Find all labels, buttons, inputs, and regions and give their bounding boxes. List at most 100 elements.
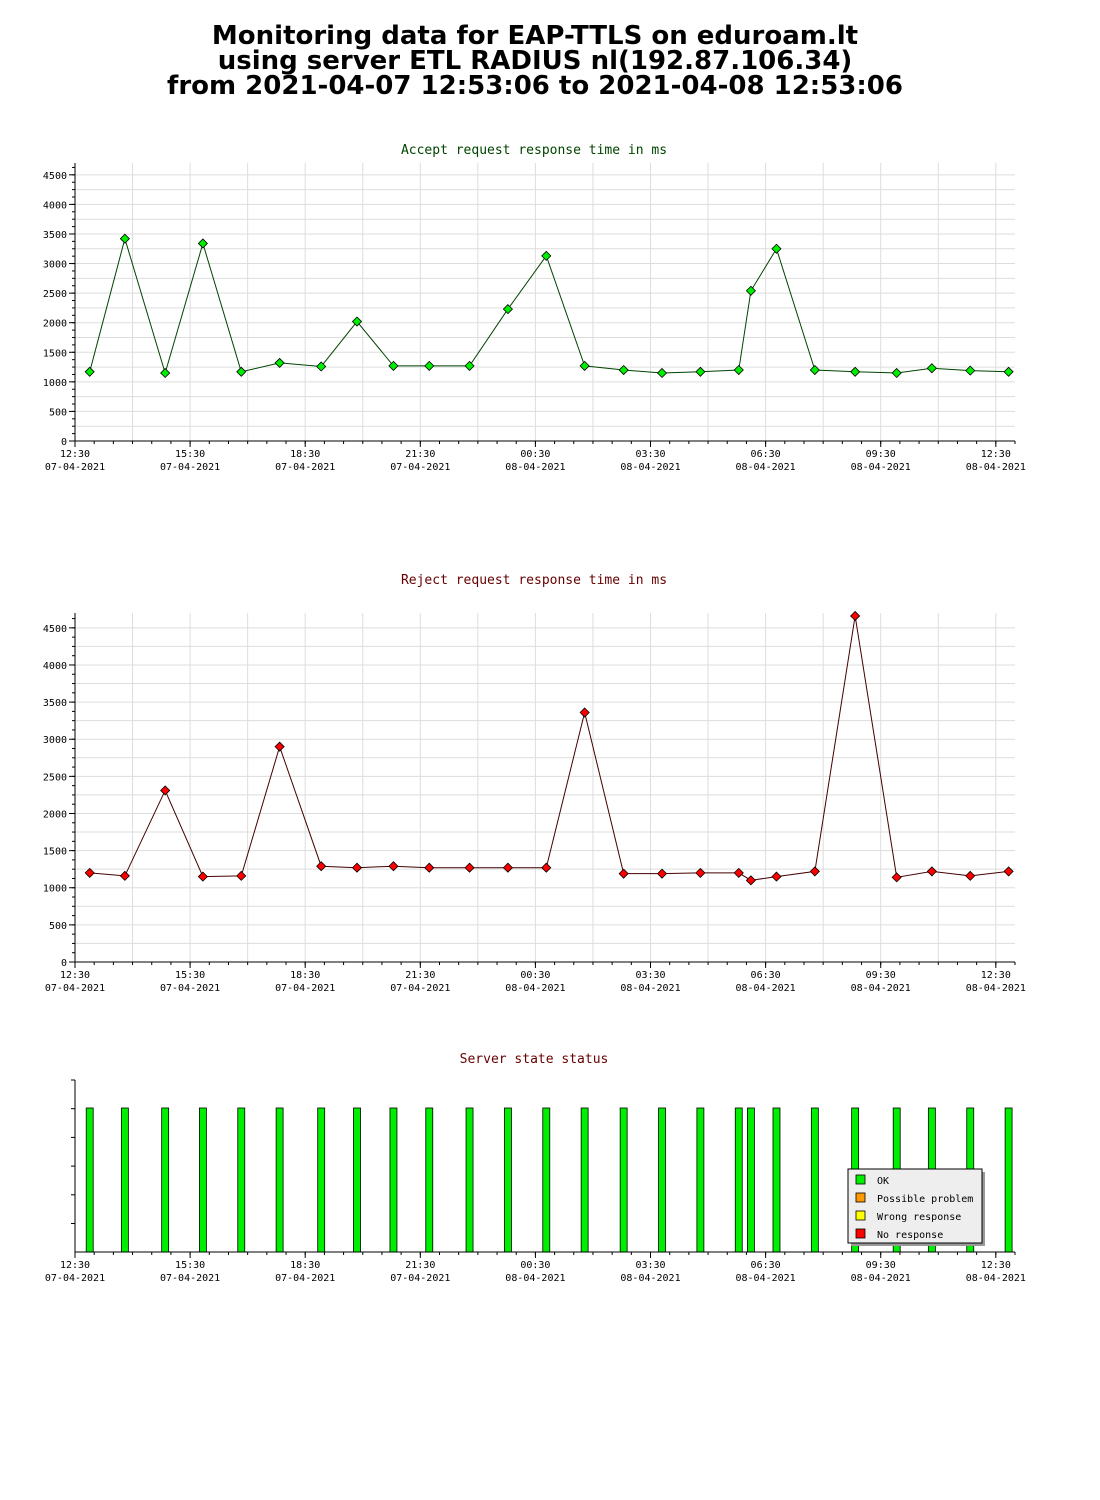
chart-title: Reject request response time in ms <box>401 573 667 588</box>
x-tick-label-date: 07-04-2021 <box>390 983 450 994</box>
x-tick-label-date: 08-04-2021 <box>620 1273 680 1284</box>
legend <box>847 1168 983 1244</box>
data-point <box>1003 366 1014 377</box>
data-point <box>891 872 902 883</box>
data-point <box>771 243 782 254</box>
series-line <box>89 236 1009 375</box>
data-point <box>891 367 902 379</box>
server-status-chart: Server state status 12:30 07-04-2021 15:30 0… <box>45 1052 1026 1284</box>
status-bar <box>504 1107 512 1253</box>
y-tick-label: 1000 <box>43 884 67 895</box>
y-tick-label: 3000 <box>43 735 67 746</box>
status-bar <box>542 1107 551 1253</box>
series-line <box>89 615 1009 881</box>
data-point <box>424 862 435 873</box>
x-tick-label-time: 12:30 <box>60 449 90 460</box>
data-point <box>197 238 208 249</box>
data-point <box>197 871 208 882</box>
data-point <box>1003 866 1014 877</box>
title-line-1: Monitoring data for EAP-TTLS on eduroam.… <box>211 21 859 51</box>
x-tick-label-date: 08-04-2021 <box>966 462 1026 473</box>
y-tick-label: 0 <box>61 958 67 969</box>
status-bar <box>120 1107 129 1253</box>
status-bar <box>275 1107 284 1253</box>
x-tick-label-date: 08-04-2021 <box>851 462 911 473</box>
x-tick-label-time: 06:30 <box>751 449 781 460</box>
data-point <box>745 285 756 296</box>
data-point <box>84 366 95 377</box>
y-tick-label: 4500 <box>43 624 67 635</box>
x-tick-label-date: 08-04-2021 <box>505 983 565 994</box>
data-point <box>388 861 399 872</box>
data-point <box>274 357 285 368</box>
x-tick-label-time: 00:30 <box>520 1260 550 1271</box>
data-point <box>160 367 171 379</box>
status-bar <box>810 1107 819 1253</box>
y-tick-label: 0 <box>61 437 67 448</box>
y-tick-label: 2500 <box>43 289 67 300</box>
data-point <box>771 871 782 882</box>
data-point <box>809 364 820 376</box>
x-tick-label-date: 07-04-2021 <box>275 983 335 994</box>
x-tick-label-time: 18:30 <box>290 970 320 981</box>
y-tick-label: 1000 <box>43 378 67 389</box>
x-tick-label-date: 07-04-2021 <box>160 1273 220 1284</box>
legend-swatch <box>855 1210 866 1221</box>
x-tick-label-date: 08-04-2021 <box>966 1273 1026 1284</box>
x-tick-label-time: 12:30 <box>60 970 90 981</box>
x-tick-label-time: 12:30 <box>981 1260 1011 1271</box>
x-tick-label-date: 08-04-2021 <box>966 983 1026 994</box>
status-bar <box>465 1107 474 1253</box>
legend-label: Wrong response <box>877 1212 961 1223</box>
data-point <box>236 870 247 881</box>
x-tick-label-date: 08-04-2021 <box>505 462 565 473</box>
data-point <box>695 867 706 878</box>
status-bar <box>161 1107 170 1253</box>
page-title: Monitoring data for EAP-TTLS on eduroam.… <box>0 21 1070 101</box>
data-point <box>502 304 513 315</box>
data-point <box>809 866 820 877</box>
x-tick-label-time: 03:30 <box>635 970 665 981</box>
status-bar <box>580 1107 589 1253</box>
data-point <box>926 866 937 877</box>
legend-label: OK <box>877 1176 889 1187</box>
legend-label: Possible problem <box>877 1194 973 1205</box>
accept-response-chart: Accept request response time in ms 0 500 10… <box>43 143 1026 473</box>
x-tick-label-time: 00:30 <box>520 449 550 460</box>
data-point <box>464 360 475 371</box>
data-point <box>541 862 552 873</box>
x-tick-label-time: 15:30 <box>175 449 205 460</box>
x-tick-label-date: 08-04-2021 <box>736 983 796 994</box>
x-tick-label-time: 12:30 <box>981 970 1011 981</box>
reject-response-chart: Reject request response time in ms 0 500 10… <box>43 573 1026 994</box>
status-bar <box>658 1107 666 1253</box>
y-tick-label: 3000 <box>43 260 67 271</box>
y-tick-label: 2500 <box>43 772 67 783</box>
x-tick-label-time: 03:30 <box>635 449 665 460</box>
data-point <box>236 366 247 377</box>
y-tick-label: 3500 <box>43 698 67 709</box>
status-bar <box>425 1107 434 1253</box>
data-point <box>733 364 744 376</box>
data-point <box>965 870 976 881</box>
x-tick-label-time: 15:30 <box>175 970 205 981</box>
y-tick-label: 1500 <box>43 847 67 858</box>
x-tick-label-time: 21:30 <box>405 970 435 981</box>
x-tick-label-date: 07-04-2021 <box>160 462 220 473</box>
data-point <box>850 610 861 622</box>
x-tick-label-time: 09:30 <box>866 970 896 981</box>
status-bar <box>619 1107 628 1253</box>
y-tick-label: 4500 <box>43 171 67 182</box>
title-line-3: from 2021-04-07 12:53:06 to 2021-04-08 1… <box>167 71 903 101</box>
x-tick-label-date: 07-04-2021 <box>45 1273 105 1284</box>
x-tick-label-date: 08-04-2021 <box>505 1273 565 1284</box>
x-tick-label-time: 21:30 <box>405 449 435 460</box>
y-tick-label: 4000 <box>43 661 67 672</box>
x-tick-label-time: 03:30 <box>635 1260 665 1271</box>
data-point <box>850 366 861 377</box>
status-bar <box>85 1107 94 1253</box>
x-tick-label-time: 06:30 <box>751 1260 781 1271</box>
x-tick-label-date: 07-04-2021 <box>390 1273 450 1284</box>
data-point <box>160 785 171 796</box>
x-tick-label-date: 08-04-2021 <box>620 983 680 994</box>
